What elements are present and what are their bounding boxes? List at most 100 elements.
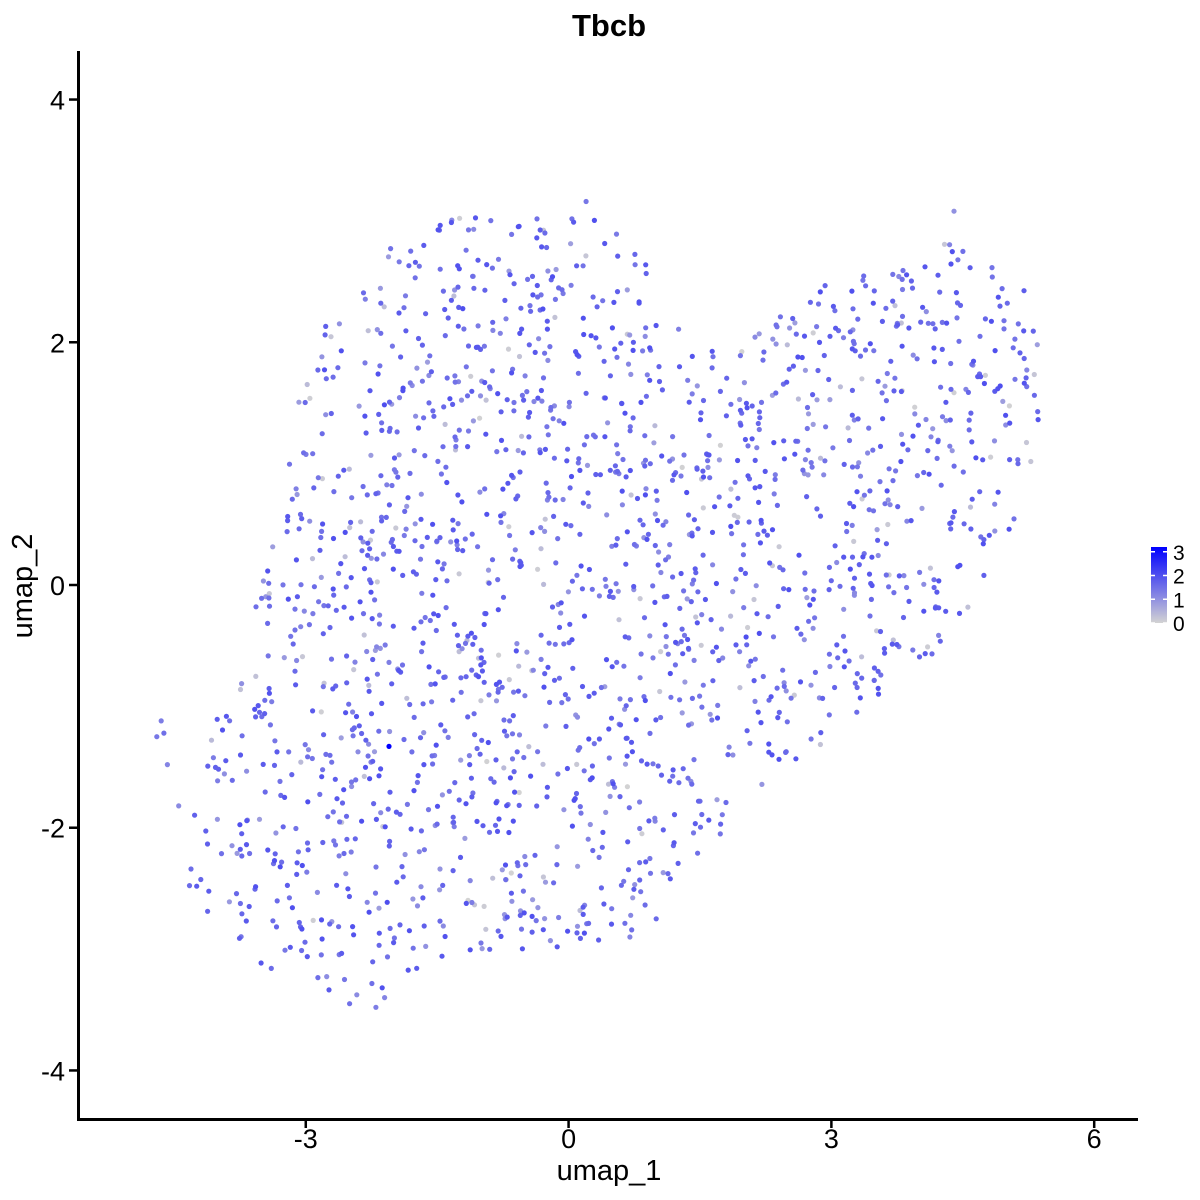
cell-point [577,531,583,537]
cell-point [607,467,613,473]
cell-point [505,346,512,352]
cell-point [552,641,558,647]
cell-point [597,472,604,478]
cell-point [627,697,634,703]
cell-point [500,594,507,600]
cell-point [579,586,586,592]
cell-point [292,627,298,633]
cell-point [435,458,441,464]
cell-point [818,730,824,736]
cell-point [429,699,435,705]
cell-point [336,570,342,577]
cell-point [319,528,325,535]
cell-point [404,695,410,701]
cell-point [270,544,276,550]
cell-point [205,763,211,769]
cell-point [443,605,449,611]
cell-point [510,689,517,695]
cell-point [469,794,475,800]
cell-point [584,462,591,468]
cell-point [337,819,343,825]
cell-point [705,458,711,464]
cell-point [1034,342,1040,348]
cell-point [849,387,856,393]
cell-point [614,289,621,295]
cell-point [404,503,410,509]
cell-point [854,489,860,495]
cell-point [925,448,931,454]
cell-point [490,875,496,881]
cell-point [827,663,833,670]
cell-point [884,488,890,494]
cell-point [381,304,387,310]
cell-point [553,560,559,566]
cell-point [596,736,603,742]
cell-point [158,718,164,724]
cell-point [563,723,569,730]
cell-point [455,521,461,527]
cell-point [849,288,855,294]
cell-point [706,817,712,823]
cell-point [458,757,464,763]
cell-point [284,882,290,889]
cell-point [322,332,328,338]
cell-point [502,862,509,868]
cell-point [821,352,827,359]
cell-point [365,552,371,558]
cell-point [947,443,953,449]
cell-point [923,416,929,423]
cell-point [421,242,427,248]
cell-point [430,592,436,598]
cell-point [310,611,316,617]
cell-point [552,497,558,503]
cell-point [462,835,468,842]
cell-point [515,224,521,230]
cell-point [418,884,424,890]
cell-point [643,262,649,268]
cell-point [521,754,527,761]
cell-point [444,479,450,486]
cell-point [607,373,614,379]
cell-point [496,652,502,658]
cell-point [390,566,396,572]
cell-point [436,669,442,675]
cell-point [601,901,607,907]
cell-point [909,285,916,291]
cell-point [826,651,833,657]
cell-point [799,354,805,361]
cell-point [965,389,972,395]
cell-point [239,853,245,859]
cell-point [710,354,716,360]
cell-point [514,749,520,755]
cell-point [758,720,764,726]
cell-point [833,325,839,331]
cell-point [925,320,931,326]
cell-point [256,709,263,715]
cell-point [286,895,292,901]
cell-point [374,327,380,333]
cell-point [454,542,460,548]
cell-point [452,379,458,385]
cell-point [980,457,986,463]
cell-point [551,880,557,886]
y-tick-label: -4 [41,1056,65,1086]
cell-point [802,367,809,373]
cell-point [781,438,787,444]
cell-point [749,436,755,442]
cell-point [814,324,820,330]
cell-point [299,926,305,932]
cell-point [624,784,631,790]
cell-point [352,836,358,842]
cell-point [613,542,619,548]
cell-point [607,588,614,595]
cell-point [530,897,536,903]
cell-point [262,789,268,795]
cell-point [1021,328,1027,334]
cell-point [265,568,271,574]
cell-point [330,374,336,380]
cell-point [986,532,992,538]
cell-point [487,946,493,952]
cell-point [860,277,866,283]
cell-point [470,790,476,796]
cell-point [382,642,388,648]
